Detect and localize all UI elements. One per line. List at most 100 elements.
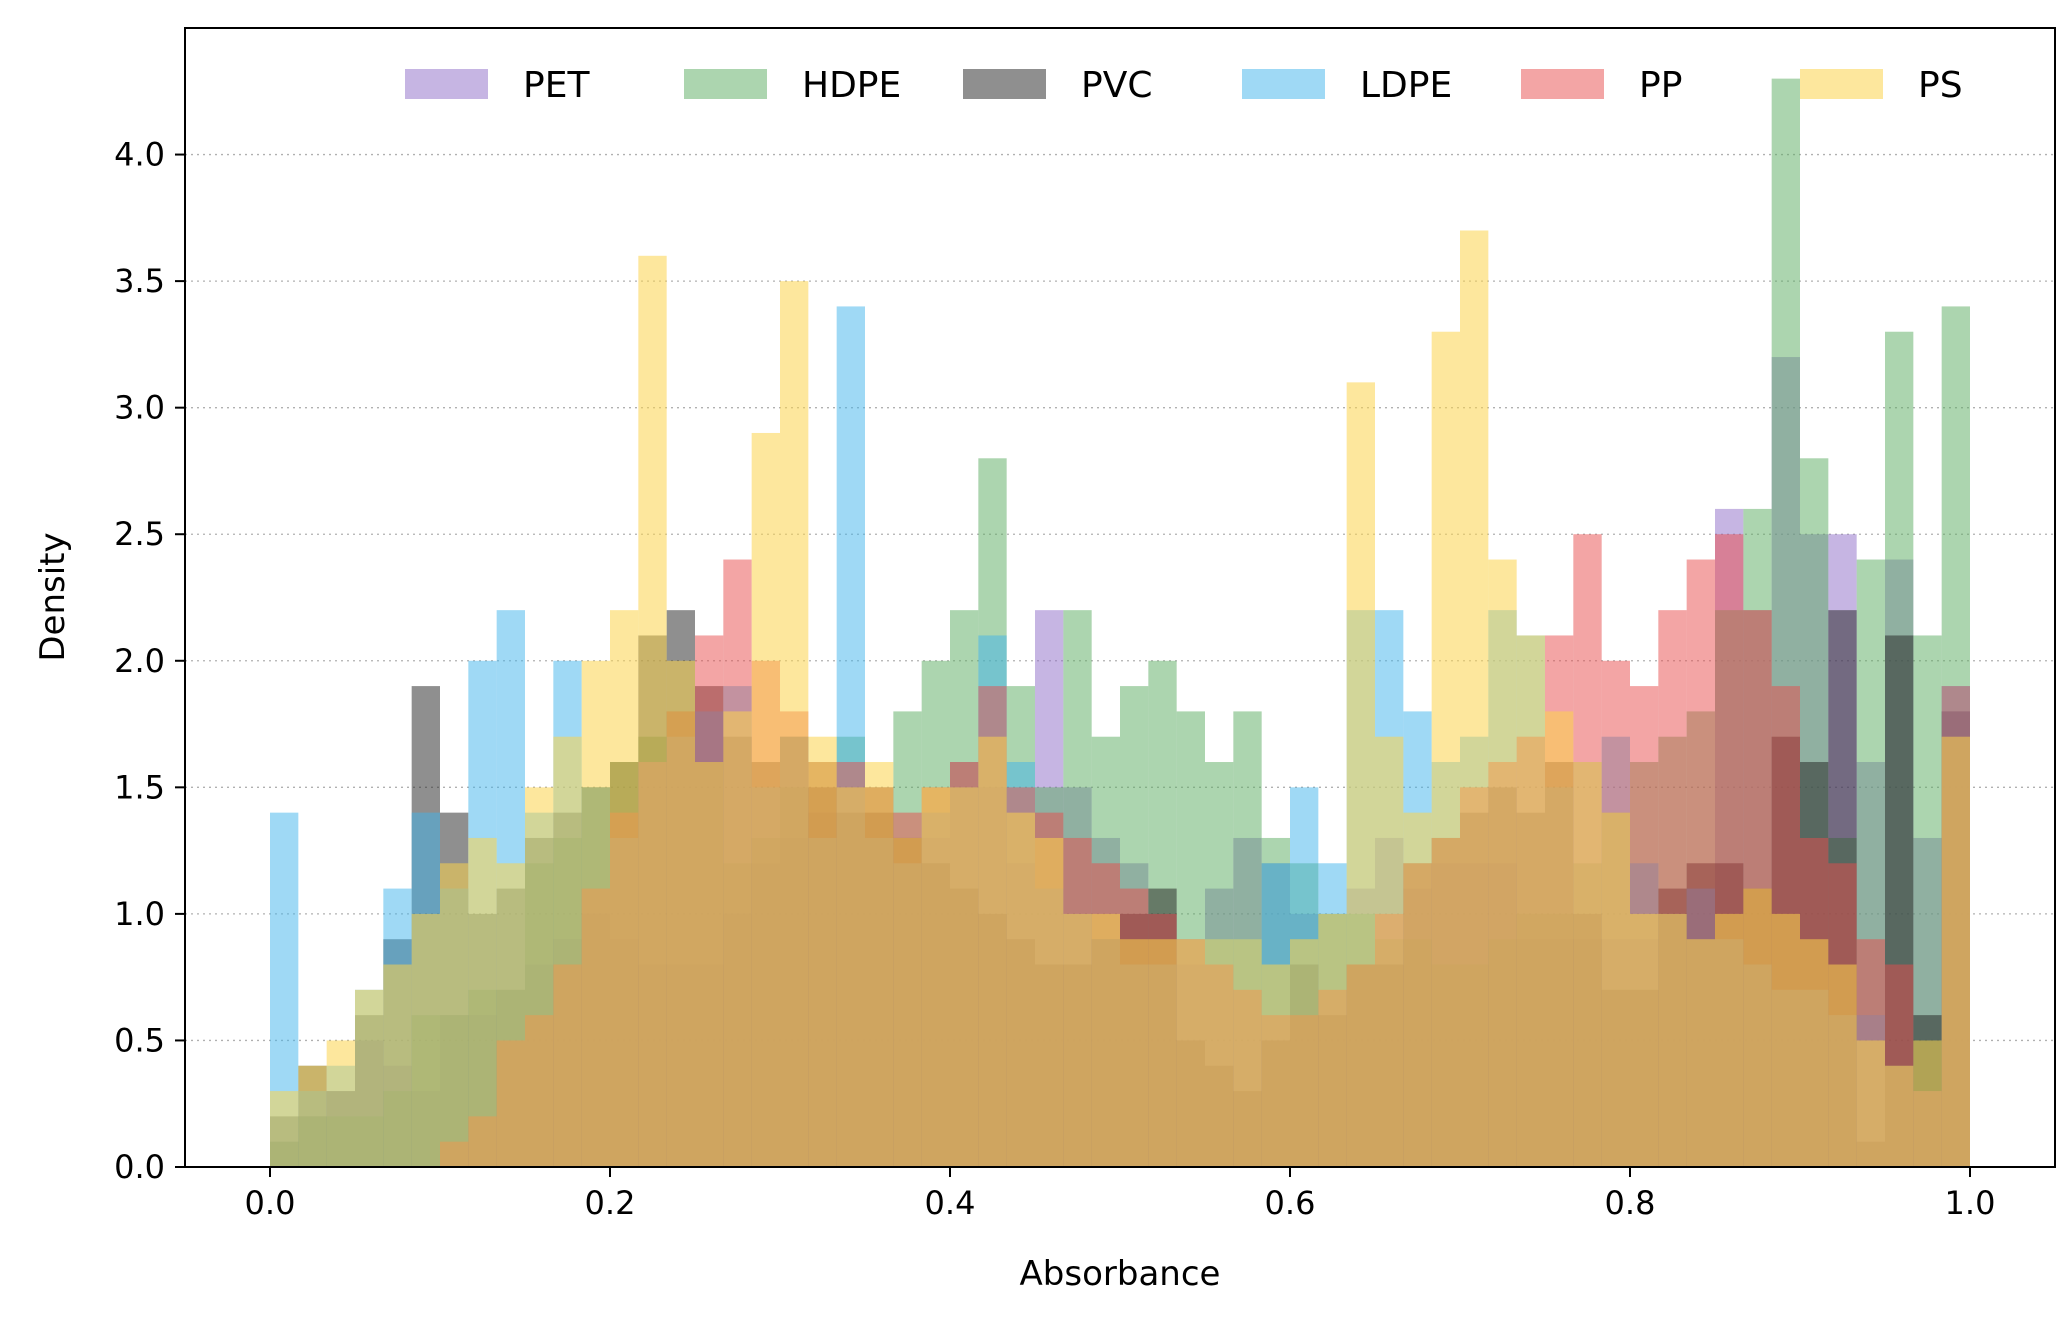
legend-swatch [405, 69, 488, 99]
histogram-bar [695, 762, 724, 1167]
histogram-bar [525, 787, 554, 1167]
histogram-bar [1743, 888, 1772, 1167]
histogram-bar [1828, 964, 1857, 1167]
histogram-bar [950, 787, 979, 1167]
histogram-bar [496, 863, 525, 1167]
legend-label: PS [1918, 65, 1963, 106]
y-tick-label: 0.0 [114, 1148, 165, 1186]
histogram-bar [298, 1065, 327, 1167]
histogram-bar [666, 660, 695, 1167]
y-tick-label: 3.0 [114, 389, 165, 427]
histogram-bar [1091, 913, 1120, 1167]
histogram-bar [1120, 939, 1149, 1167]
histogram-bar [1006, 812, 1035, 1167]
histogram-bar [581, 660, 610, 1167]
x-tick-label: 0.4 [925, 1184, 976, 1222]
histogram-bar [1573, 762, 1602, 1167]
histogram-bar [411, 913, 440, 1167]
legend-item-pp: PP [1521, 65, 1682, 106]
histogram-bar [836, 787, 865, 1167]
histogram-bar [1148, 939, 1177, 1167]
histogram-bar [1856, 1040, 1885, 1167]
legend-swatch [684, 69, 767, 99]
histogram-bar [355, 989, 384, 1167]
histogram-bar [1035, 837, 1064, 1167]
histogram-bar [865, 762, 894, 1167]
legend-item-pvc: PVC [963, 65, 1152, 106]
histogram-bar [978, 736, 1007, 1167]
histogram-bar [1176, 939, 1205, 1167]
x-axis-ticks: 0.0 0.2 0.4 0.6 0.8 1.0 [245, 1167, 1996, 1222]
x-tick-label: 1.0 [1945, 1184, 1996, 1222]
legend: PET HDPE PVC LDPE PP PS [405, 65, 1963, 106]
y-tick-label: 2.0 [114, 642, 165, 680]
histogram-bar [1941, 736, 1970, 1167]
histogram-bar [1460, 230, 1489, 1167]
series-ps [270, 230, 1970, 1168]
y-tick-label: 1.0 [114, 895, 165, 933]
legend-item-ps: PS [1800, 65, 1963, 106]
histogram-bar [1290, 939, 1319, 1167]
histogram-bar [326, 1040, 355, 1167]
x-tick-label: 0.2 [585, 1184, 636, 1222]
legend-swatch [1242, 69, 1325, 99]
histogram-bar [1346, 382, 1375, 1167]
y-axis-ticks: 0.0 0.5 1.0 1.5 2.0 2.5 3.0 3.5 4.0 [114, 136, 185, 1186]
x-tick-label: 0.6 [1265, 1184, 1316, 1222]
legend-item-ldpe: LDPE [1242, 65, 1452, 106]
histogram-bar [1630, 913, 1659, 1167]
legend-label: HDPE [802, 65, 901, 106]
histogram-bar [1261, 964, 1290, 1167]
legend-swatch [963, 69, 1046, 99]
histogram-bar [751, 432, 780, 1167]
legend-label: PP [1639, 65, 1682, 106]
y-axis-title: Density [33, 532, 73, 661]
histogram-bar [921, 787, 950, 1167]
legend-swatch [1521, 69, 1604, 99]
histogram-bar [780, 281, 809, 1168]
histogram-bar [468, 837, 497, 1167]
histogram-bar [1205, 939, 1234, 1167]
legend-label: PVC [1081, 65, 1152, 106]
legend-item-pet: PET [405, 65, 590, 106]
histogram-bar [1686, 939, 1715, 1167]
bars-layer [270, 78, 1970, 1168]
histogram-bar [1885, 1065, 1914, 1167]
legend-item-hdpe: HDPE [684, 65, 901, 106]
histogram-bar [1063, 913, 1092, 1167]
x-axis-title: Absorbance [1020, 1254, 1221, 1294]
histogram-bar [1913, 1040, 1942, 1167]
histogram-bar [893, 837, 922, 1167]
histogram-bar [553, 736, 582, 1167]
histogram-bar [1771, 913, 1800, 1167]
histogram-bar [1233, 939, 1262, 1167]
histogram-bar [1488, 559, 1517, 1167]
histogram-bar [723, 711, 752, 1167]
histogram-bar [1318, 913, 1347, 1167]
histogram-bar [808, 736, 837, 1167]
histogram-bar [1403, 812, 1432, 1167]
histogram-bar [383, 964, 412, 1167]
histogram-bar [440, 863, 469, 1167]
histogram-bar [610, 610, 639, 1167]
histogram-bar [1545, 711, 1574, 1167]
y-tick-label: 4.0 [114, 136, 165, 174]
y-tick-label: 3.5 [114, 262, 165, 300]
histogram-bar [1601, 812, 1630, 1167]
x-tick-label: 0.0 [245, 1184, 296, 1222]
legend-swatch [1800, 69, 1883, 99]
y-tick-label: 0.5 [114, 1021, 165, 1059]
histogram-bar [1800, 939, 1829, 1167]
legend-label: LDPE [1360, 65, 1452, 106]
histogram-bar [270, 1091, 299, 1167]
y-tick-label: 1.5 [114, 768, 165, 806]
y-tick-label: 2.5 [114, 515, 165, 553]
histogram-bar [1658, 913, 1687, 1167]
histogram-bar [1431, 331, 1460, 1167]
legend-label: PET [523, 65, 590, 106]
histogram-bar [1715, 913, 1744, 1167]
histogram-bar [1516, 635, 1545, 1167]
plot-frame [184, 27, 2056, 1168]
x-tick-label: 0.8 [1605, 1184, 1656, 1222]
